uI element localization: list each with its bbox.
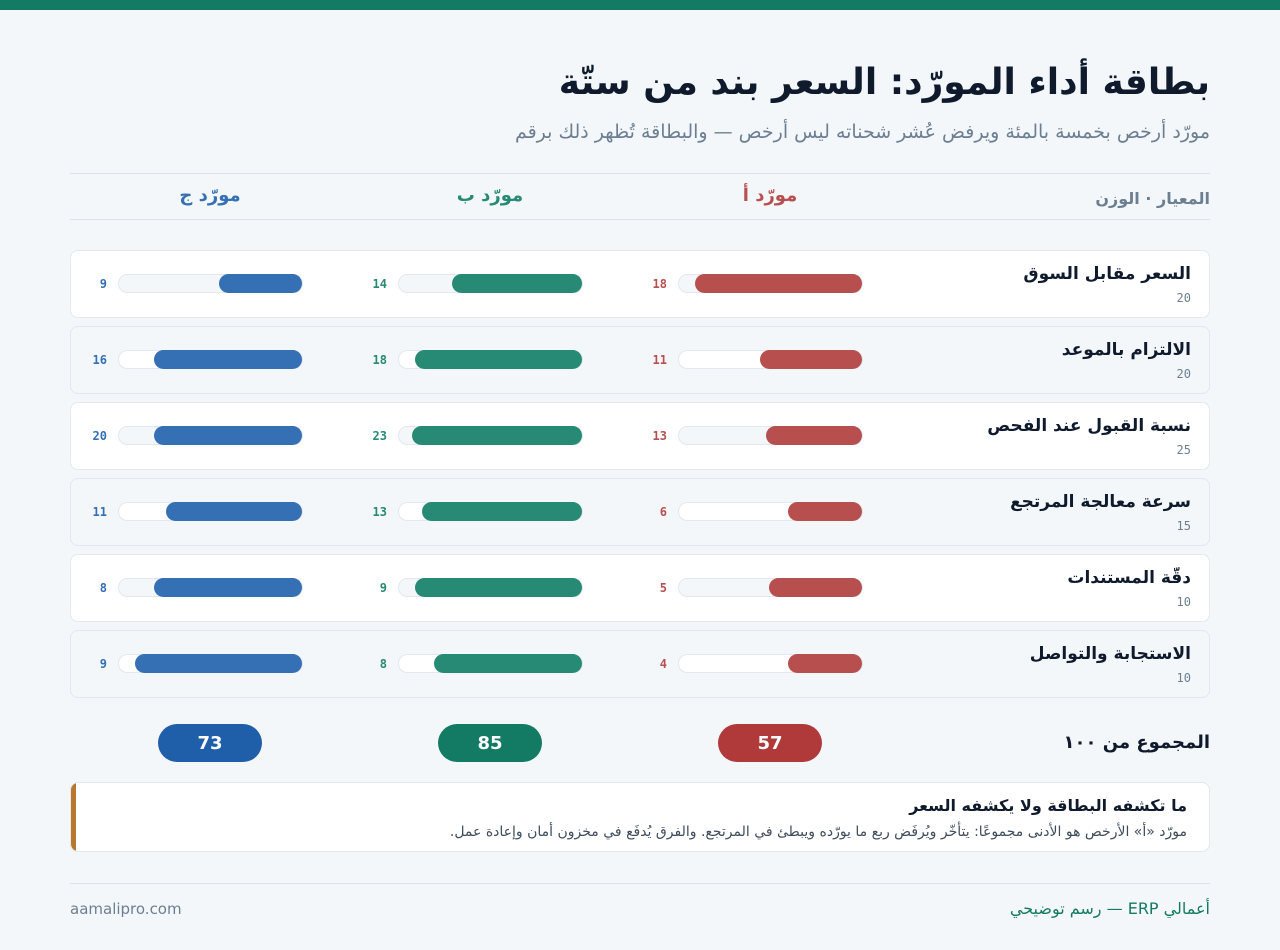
criterion-weight: 20 (1176, 291, 1191, 305)
criterion-name: السعر مقابل السوق (1023, 264, 1191, 284)
score-value-label: 11 (92, 505, 107, 519)
score-value-label: 4 (659, 657, 667, 671)
score-value-label: 20 (92, 429, 107, 443)
criterion-column-header: المعيار · الوزن (1095, 189, 1210, 208)
criterion-row: الالتزام بالموعد 20 11 18 16 (70, 326, 1210, 394)
criterion-weight: 10 (1176, 595, 1191, 609)
criterion-name: سرعة معالجة المرتجع (1010, 492, 1191, 512)
supplier-b-column-header: مورّد ب (456, 185, 524, 206)
score-bar-b (412, 426, 582, 445)
score-bar-b (452, 274, 582, 293)
note-title: ما تكشفه البطاقة ولا يكشفه السعر (909, 796, 1187, 815)
score-bar-b (422, 502, 582, 521)
score-bar-track (398, 426, 583, 445)
criterion-weight: 20 (1176, 367, 1191, 381)
score-bar-track (678, 578, 863, 597)
footer-divider (70, 883, 1210, 884)
score-bar-a (769, 578, 862, 597)
score-value-label: 13 (372, 505, 387, 519)
score-bar-track (118, 654, 303, 673)
score-bar-c (154, 426, 302, 445)
score-value-label: 6 (659, 505, 667, 519)
criterion-weight: 25 (1176, 443, 1191, 457)
score-bar-a (760, 350, 862, 369)
score-bar-b (434, 654, 582, 673)
score-value-label: 13 (652, 429, 667, 443)
footer-site: aamalipro.com (70, 900, 182, 918)
page-subtitle: مورّد أرخص بخمسة بالمئة ويرفض عُشر شحنات… (514, 121, 1210, 143)
score-bar-track (118, 426, 303, 445)
score-bar-track (678, 426, 863, 445)
total-pill-supplier-b: 85 (438, 724, 542, 762)
criterion-name: دقّة المستندات (1067, 568, 1191, 588)
top-accent-strip (0, 0, 1280, 10)
score-value-label: 14 (372, 277, 387, 291)
criterion-name: نسبة القبول عند الفحص (987, 416, 1191, 436)
supplier-c-column-header: مورّد ج (179, 185, 241, 206)
score-bar-track (678, 274, 863, 293)
score-bar-a (788, 654, 862, 673)
score-bar-c (219, 274, 302, 293)
criterion-row: دقّة المستندات 10 5 9 8 (70, 554, 1210, 622)
score-bar-b (415, 350, 582, 369)
score-bar-track (118, 274, 303, 293)
score-value-label: 9 (99, 657, 107, 671)
score-bar-track (678, 350, 863, 369)
score-bar-track (678, 502, 863, 521)
criterion-row: السعر مقابل السوق 20 18 14 9 (70, 250, 1210, 318)
supplier-a-column-header: مورّد أ (742, 185, 798, 206)
score-bar-b (415, 578, 582, 597)
score-bar-track (118, 502, 303, 521)
criterion-row: الاستجابة والتواصل 10 4 8 9 (70, 630, 1210, 698)
scorecard-page: بطاقة أداء المورّد: السعر بند من ستّة مو… (70, 0, 1210, 950)
criterion-weight: 15 (1176, 519, 1191, 533)
score-value-label: 9 (99, 277, 107, 291)
note-body: مورّد «أ» الأرخص هو الأدنى مجموعًا: يتأخ… (449, 824, 1187, 840)
score-bar-track (398, 350, 583, 369)
score-bar-track (118, 578, 303, 597)
score-bar-track (398, 578, 583, 597)
footer-brand: أعمالي ERP — رسم توضيحي (1009, 899, 1210, 918)
score-value-label: 5 (659, 581, 667, 595)
score-bar-track (398, 274, 583, 293)
score-value-label: 18 (372, 353, 387, 367)
score-bar-track (118, 350, 303, 369)
score-value-label: 18 (652, 277, 667, 291)
score-value-label: 16 (92, 353, 107, 367)
score-value-label: 8 (379, 657, 387, 671)
total-pill-supplier-a: 57 (718, 724, 822, 762)
header-divider-bottom (70, 219, 1210, 220)
criterion-row: سرعة معالجة المرتجع 15 6 13 11 (70, 478, 1210, 546)
note-accent-bar (71, 783, 76, 851)
page-title: بطاقة أداء المورّد: السعر بند من ستّة (558, 62, 1210, 103)
score-value-label: 8 (99, 581, 107, 595)
score-bar-c (154, 350, 302, 369)
score-value-label: 23 (372, 429, 387, 443)
total-label: المجموع من ١٠٠ (1063, 732, 1210, 753)
score-bar-c (154, 578, 302, 597)
header-divider-top (70, 173, 1210, 174)
score-bar-a (788, 502, 862, 521)
score-value-label: 9 (379, 581, 387, 595)
criterion-name: الاستجابة والتواصل (1029, 644, 1191, 664)
score-bar-track (398, 502, 583, 521)
criterion-name: الالتزام بالموعد (1061, 340, 1191, 360)
score-bar-a (695, 274, 862, 293)
total-pill-supplier-c: 73 (158, 724, 262, 762)
score-bar-a (766, 426, 862, 445)
score-bar-c (135, 654, 302, 673)
criterion-row: نسبة القبول عند الفحص 25 13 23 20 (70, 402, 1210, 470)
criterion-weight: 10 (1176, 671, 1191, 685)
score-bar-track (398, 654, 583, 673)
score-value-label: 11 (652, 353, 667, 367)
score-bar-track (678, 654, 863, 673)
insight-note: ما تكشفه البطاقة ولا يكشفه السعر مورّد «… (70, 782, 1210, 852)
score-bar-c (166, 502, 302, 521)
